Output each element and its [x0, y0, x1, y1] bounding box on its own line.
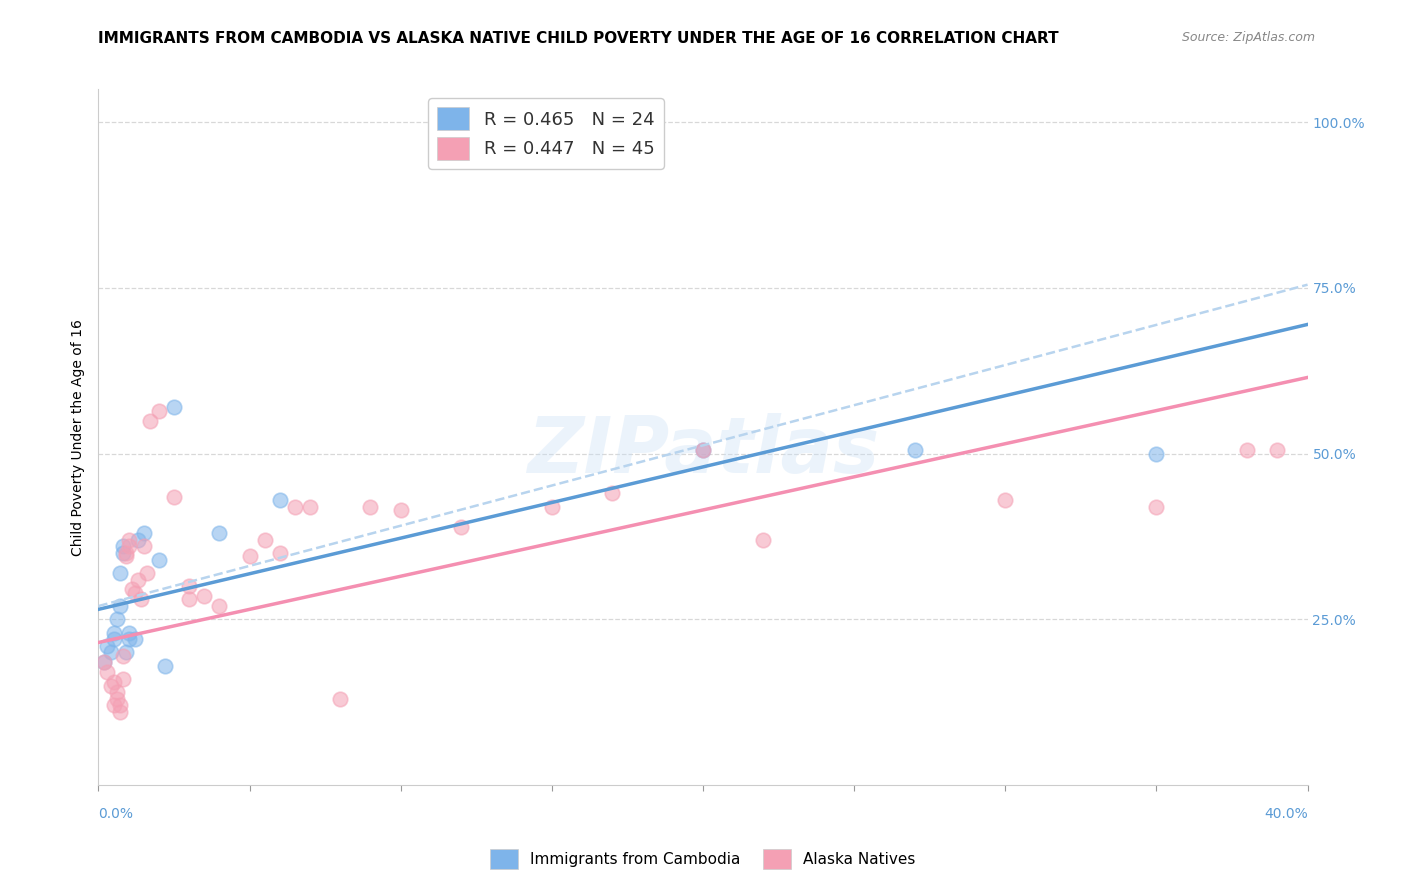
Point: [148, 403, 170, 417]
Y-axis label: Child Poverty Under the Age of 16: Child Poverty Under the Age of 16: [72, 318, 86, 556]
Point: [904, 443, 927, 458]
Point: [108, 705, 131, 719]
Point: [148, 552, 170, 566]
Point: [124, 632, 146, 647]
Point: [118, 533, 141, 547]
Point: [105, 612, 128, 626]
Point: [193, 589, 215, 603]
Point: [111, 672, 134, 686]
Point: [127, 573, 149, 587]
Point: [602, 486, 624, 500]
Point: [284, 500, 307, 514]
Text: ZIPatlas: ZIPatlas: [527, 413, 879, 489]
Point: [135, 566, 157, 580]
Point: [692, 443, 714, 458]
Point: [179, 592, 201, 607]
Point: [108, 698, 131, 713]
Point: [103, 632, 125, 647]
Point: [239, 549, 262, 564]
Legend: Immigrants from Cambodia, Alaska Natives: Immigrants from Cambodia, Alaska Natives: [484, 843, 922, 875]
Point: [96, 665, 118, 680]
Point: [540, 500, 562, 514]
Point: [108, 599, 131, 613]
Point: [994, 493, 1017, 508]
Point: [118, 632, 141, 647]
Point: [269, 546, 291, 560]
Point: [114, 549, 136, 564]
Text: IMMIGRANTS FROM CAMBODIA VS ALASKA NATIVE CHILD POVERTY UNDER THE AGE OF 16 CORR: IMMIGRANTS FROM CAMBODIA VS ALASKA NATIV…: [98, 31, 1059, 46]
Point: [132, 526, 155, 541]
Point: [118, 625, 141, 640]
Text: 40.0%: 40.0%: [1264, 807, 1308, 822]
Point: [329, 691, 352, 706]
Point: [692, 443, 714, 458]
Point: [269, 493, 291, 508]
Point: [360, 500, 382, 514]
Point: [103, 625, 125, 640]
Text: 0.0%: 0.0%: [98, 807, 134, 822]
Point: [114, 546, 136, 560]
Point: [253, 533, 276, 547]
Point: [1144, 447, 1167, 461]
Point: [121, 582, 143, 597]
Point: [139, 413, 162, 427]
Point: [153, 658, 176, 673]
Point: [1267, 443, 1289, 458]
Point: [179, 579, 201, 593]
Point: [127, 533, 149, 547]
Point: [163, 401, 186, 415]
Point: [100, 679, 122, 693]
Point: [111, 540, 134, 554]
Point: [129, 592, 152, 607]
Point: [208, 526, 231, 541]
Point: [1236, 443, 1258, 458]
Point: [105, 685, 128, 699]
Point: [114, 645, 136, 659]
Point: [100, 645, 122, 659]
Point: [108, 566, 131, 580]
Point: [103, 675, 125, 690]
Point: [93, 656, 115, 670]
Text: Source: ZipAtlas.com: Source: ZipAtlas.com: [1181, 31, 1315, 45]
Point: [93, 656, 115, 670]
Point: [111, 648, 134, 663]
Point: [1144, 500, 1167, 514]
Point: [208, 599, 231, 613]
Point: [111, 546, 134, 560]
Point: [105, 691, 128, 706]
Point: [118, 540, 141, 554]
Point: [103, 698, 125, 713]
Point: [132, 540, 155, 554]
Point: [96, 639, 118, 653]
Point: [450, 519, 472, 533]
Point: [299, 500, 322, 514]
Point: [389, 503, 412, 517]
Point: [163, 490, 186, 504]
Point: [124, 586, 146, 600]
Point: [752, 533, 775, 547]
